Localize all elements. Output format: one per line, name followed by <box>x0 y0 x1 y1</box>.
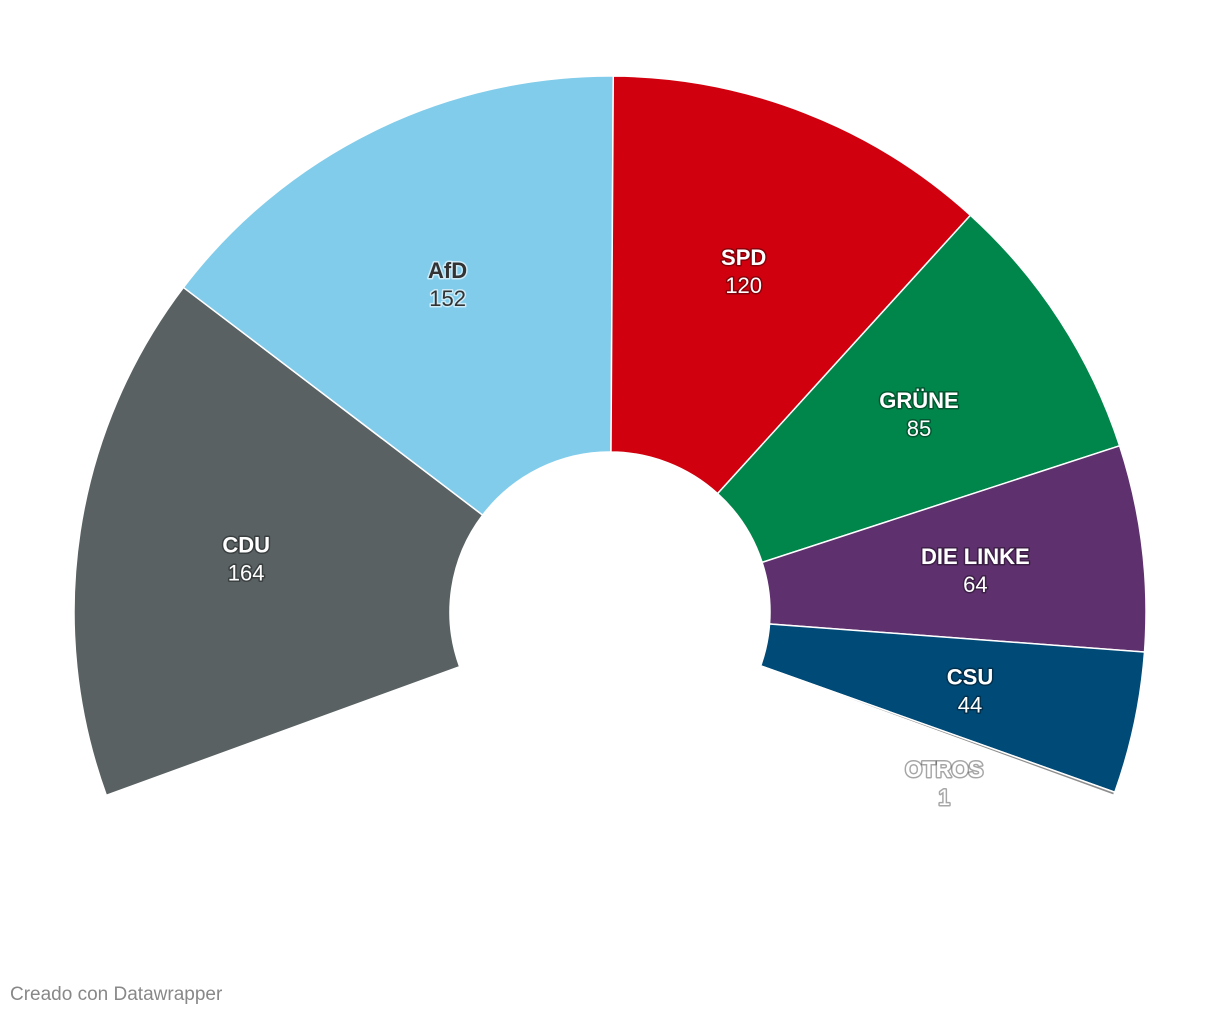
parliament-chart: CDU 164 AfD 152 SPD 120 GRÜNE 85 DIE LINKE 64 CSU 4… <box>73 75 1147 812</box>
slice-grüne <box>716 214 1121 564</box>
slice-otros <box>759 664 1116 797</box>
slice-value-label: 152 <box>429 286 466 311</box>
slice-name-label: DIE LINKE <box>921 544 1030 569</box>
slice-afd <box>182 75 615 517</box>
slice-die-linke <box>761 444 1147 653</box>
slice-name-label: CDU <box>222 533 270 558</box>
slice-value-label: 120 <box>725 273 762 298</box>
slices <box>73 75 1147 797</box>
slice-value-label: 1 <box>938 785 950 810</box>
slice-name-label: GRÜNE <box>879 388 958 413</box>
slice-value-label: 164 <box>228 561 265 586</box>
slice-name-label: OTROS <box>905 757 983 782</box>
slice-value-label: 85 <box>907 416 931 441</box>
slice-value-label: 64 <box>963 572 987 597</box>
credit-text: Creado con Datawrapper <box>10 984 223 1005</box>
slice-name-label: AfD <box>428 258 467 283</box>
slice-spd <box>610 75 972 495</box>
slice-name-label: CSU <box>947 664 993 689</box>
parliament-chart-svg: CDU 164 AfD 152 SPD 120 GRÜNE 85 DIE LINKE 64 CSU 4… <box>73 75 1147 812</box>
slice-labels: CDU 164 AfD 152 SPD 120 GRÜNE 85 DIE LINKE 64 CSU 4… <box>221 244 1031 812</box>
slice-name-label: SPD <box>721 245 766 270</box>
slice-value-label: 44 <box>958 692 982 717</box>
slice-cdu <box>73 286 484 797</box>
